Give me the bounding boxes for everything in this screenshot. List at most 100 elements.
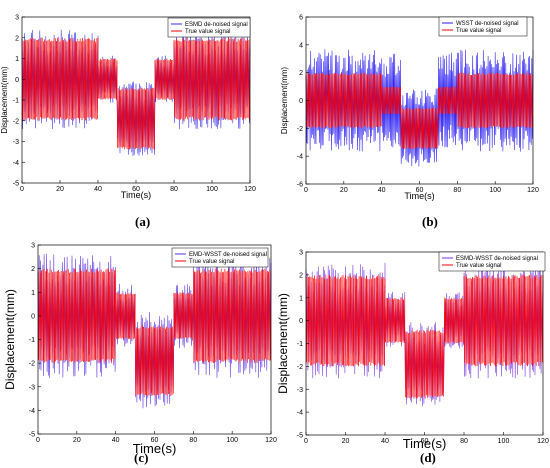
y-tick-label: -1 xyxy=(297,341,303,348)
x-tick-label: 0 xyxy=(20,186,24,193)
y-tick-label: 0 xyxy=(31,313,35,320)
y-tick-label: -4 xyxy=(29,408,35,415)
x-tick-label: 20 xyxy=(56,186,64,193)
y-tick-label: -5 xyxy=(29,432,35,439)
y-tick-label: -4 xyxy=(297,154,303,161)
x-tick-label: 40 xyxy=(378,187,386,194)
x-tick-label: 80 xyxy=(460,438,468,445)
series-1-c xyxy=(37,268,272,397)
x-axis-label: Time(s) xyxy=(403,436,447,451)
x-tick-label: 40 xyxy=(381,438,389,445)
x-tick-label: 120 xyxy=(244,186,256,193)
x-tick-label: 0 xyxy=(304,187,308,194)
y-tick-label: -4 xyxy=(297,410,303,417)
x-tick-label: 100 xyxy=(226,437,238,444)
legend-box xyxy=(167,17,251,38)
chart-svg-b: 0 20 40 60 80 100 1206420-2-4-6Time(s)Displace… xyxy=(280,15,539,202)
y-tick-label: 0 xyxy=(299,98,303,105)
legend-label: True value signal xyxy=(456,263,501,269)
panel-label-a: (a) xyxy=(135,214,151,229)
series-1-d xyxy=(305,274,544,399)
y-tick-label: 3 xyxy=(299,250,303,257)
y-tick-label: -4 xyxy=(13,160,19,167)
y-tick-label: -2 xyxy=(297,364,303,371)
y-tick-label: -6 xyxy=(297,182,303,189)
x-tick-label: 100 xyxy=(498,438,510,445)
y-tick-label: -2 xyxy=(29,361,35,368)
x-axis-label: Time(s) xyxy=(121,190,151,200)
y-tick-label: -3 xyxy=(297,387,303,394)
series-1-a xyxy=(21,37,251,150)
x-tick-label: 60 xyxy=(151,437,159,444)
y-tick-label: 2 xyxy=(15,35,19,42)
y-tick-label: -2 xyxy=(297,126,303,133)
series-line-1-b xyxy=(305,72,534,150)
x-tick-label: 40 xyxy=(112,437,120,444)
chart-svg-c: 0 20 40 60 80 100 120 3 2 1 0 -1 -2 -3 -4 -5 Time(s) Disp… xyxy=(3,243,277,457)
y-tick-label: 3 xyxy=(15,15,19,22)
x-axis-label: Time(s) xyxy=(133,441,177,456)
x-tick-label: 100 xyxy=(489,187,501,194)
x-tick-label: 80 xyxy=(453,187,461,194)
y-tick-label: -1 xyxy=(29,337,35,344)
y-tick-label: 2 xyxy=(299,70,303,77)
legend-label: EMD-WSST de-noised signal xyxy=(189,252,267,258)
x-tick-label: 80 xyxy=(170,186,178,193)
legend-box xyxy=(171,247,269,268)
y-tick-label: -2 xyxy=(13,118,19,125)
legend-label: True value signal xyxy=(456,28,501,34)
chart-svg-d: 0 20 40 60 80 100 120 3 2 1 0 -1 -2 -3 -4 -5 Time(s) Disp… xyxy=(276,250,549,452)
y-tick-label: 2 xyxy=(31,266,35,273)
y-tick-label: -3 xyxy=(29,384,35,391)
panel-label-b: (b) xyxy=(422,214,438,229)
chart-panel-a: 0 20 40 60 80 100 120 3 2 1 0 -1 -2 -3 -4 -5 Time(s) Disp… xyxy=(0,0,275,234)
x-tick-label: 120 xyxy=(537,438,549,445)
series-1-b xyxy=(305,72,534,150)
x-tick-label: 40 xyxy=(94,186,102,193)
x-tick-label: 120 xyxy=(527,187,539,194)
y-tick-label: -5 xyxy=(13,181,19,188)
x-tick-label: 20 xyxy=(342,438,350,445)
x-tick-label: 60 xyxy=(421,438,429,445)
panel-label-c: (c) xyxy=(134,450,149,465)
y-tick-label: 3 xyxy=(31,243,35,250)
x-tick-label: 20 xyxy=(340,187,348,194)
legend-label: True value signal xyxy=(185,29,230,35)
x-tick-label: 20 xyxy=(73,437,81,444)
y-tick-label: -3 xyxy=(13,139,19,146)
y-tick-label: -5 xyxy=(297,433,303,440)
y-tick-label: -1 xyxy=(13,98,19,105)
legend-box xyxy=(438,251,546,272)
x-tick-label: 60 xyxy=(416,187,424,194)
y-tick-label: 0 xyxy=(299,318,303,325)
x-tick-label: 80 xyxy=(189,437,197,444)
series-line-1-a xyxy=(21,37,251,150)
y-tick-label: 1 xyxy=(299,295,303,302)
y-axis-label: Displacement(mm) xyxy=(0,66,9,133)
x-tick-label: 120 xyxy=(265,437,277,444)
chart-panel-d: 0 20 40 60 80 100 120 3 2 1 0 -1 -2 -3 -4 -5 Time(s) Disp… xyxy=(275,234,550,468)
y-axis-label: Displacement(mm) xyxy=(276,293,290,394)
chart-panel-c: 0 20 40 60 80 100 120 3 2 1 0 -1 -2 -3 -4 -5 Time(s) Disp… xyxy=(0,234,277,468)
y-tick-label: 1 xyxy=(15,56,19,63)
y-tick-label: 2 xyxy=(299,272,303,279)
y-tick-label: 6 xyxy=(299,15,303,22)
legend-label: True value signal xyxy=(189,259,234,265)
x-tick-label: 0 xyxy=(304,438,308,445)
legend-label: ESMD-WSST de-noised signal xyxy=(456,256,538,262)
x-tick-label: 100 xyxy=(206,186,218,193)
panel-label-d: (d) xyxy=(420,450,436,465)
x-tick-label: 0 xyxy=(36,437,40,444)
y-tick-label: 4 xyxy=(299,42,303,49)
y-axis-label: Displacement(mm) xyxy=(280,67,289,134)
series-line-1-c xyxy=(37,268,272,397)
legend-label: ESMD de-noised signal xyxy=(185,22,248,28)
chart-panel-b: 0 20 40 60 80 100 120 6 4 2 0 -2 -4 -6 Time(s) Displace… xyxy=(275,0,550,234)
y-tick-label: 1 xyxy=(31,290,35,297)
chart-svg-a: 0 20 40 60 80 100 120 3 2 1 0 -1 -2 -3 -4 -5 Time(s) Disp… xyxy=(0,15,256,201)
x-tick-label: 60 xyxy=(132,186,140,193)
